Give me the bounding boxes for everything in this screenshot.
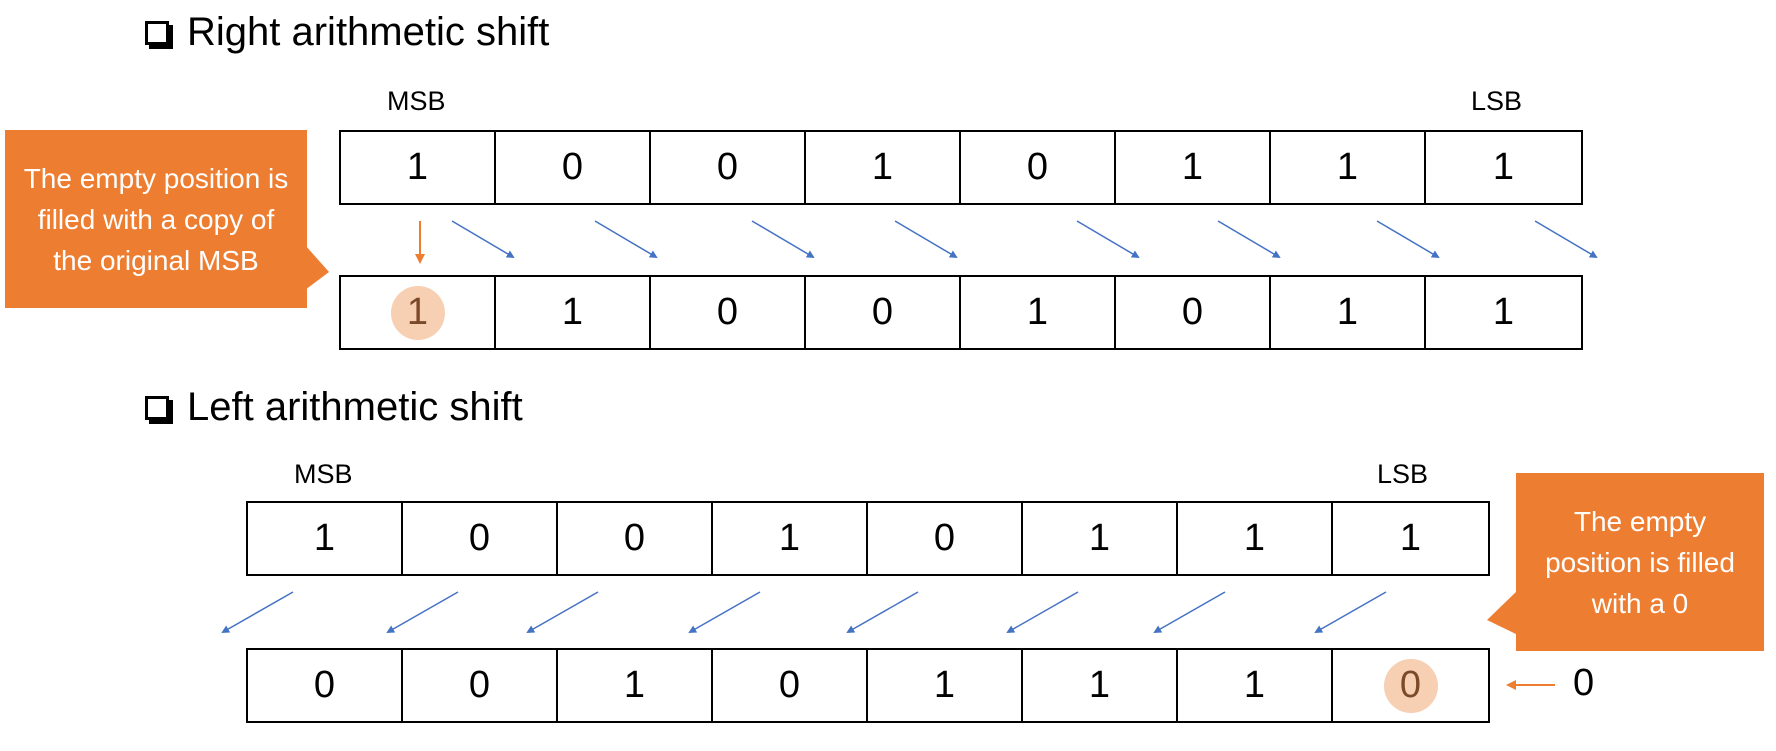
- bit-cell: 0: [403, 650, 558, 721]
- arrow-down-left-icon: [1006, 591, 1079, 633]
- bit-cell: 1: [1271, 277, 1426, 348]
- right-callout-pointer: [305, 245, 329, 290]
- bit-cell: 1: [341, 132, 496, 203]
- bit-cell: 1: [1116, 132, 1271, 203]
- bit-cell: 1: [558, 650, 713, 721]
- bit-cell: 1: [1492, 146, 1515, 188]
- bit-cell: 1: [1023, 650, 1178, 721]
- bit-cell: 0: [868, 503, 1023, 574]
- left-shift-fill-value: 0: [1573, 662, 1595, 704]
- left-shift-title-text: Left arithmetic shift: [187, 385, 523, 429]
- bit-cell: 1: [1178, 650, 1333, 721]
- bit-cell: 1: [1271, 132, 1426, 203]
- bit-cell: 1: [868, 650, 1023, 721]
- bit-cell: 1: [1023, 503, 1178, 574]
- right-original-register: 1 0 0 1 0 1 1 1: [339, 130, 1583, 205]
- left-lsb-label: LSB: [1377, 459, 1429, 489]
- right-shift-title-text: Right arithmetic shift: [187, 10, 550, 54]
- bit-cell-highlighted: 1: [341, 277, 496, 348]
- bit-cell: 1: [713, 503, 868, 574]
- bit-cell: 1: [496, 277, 651, 348]
- arrow-down-right-icon: [751, 220, 815, 259]
- bit-cell: 1: [961, 277, 1116, 348]
- bit-cell: 1: [1399, 517, 1422, 559]
- right-result-register: 1 1 0 0 1 0 1 1: [339, 275, 1583, 350]
- arrow-down-right-icon: [1376, 220, 1440, 259]
- right-shift-callout: The empty position is filled with a copy…: [5, 130, 307, 308]
- bit-cell: 1: [1178, 503, 1333, 574]
- bit-cell: 1: [806, 132, 961, 203]
- left-shift-callout-text: The empty position is filled with a 0: [1545, 505, 1735, 619]
- left-msb-label: MSB: [294, 459, 353, 489]
- left-original-register: 1 0 0 1 0 1 1 1: [246, 501, 1490, 576]
- bit-cell: 0: [961, 132, 1116, 203]
- arrow-down-left-icon: [688, 591, 761, 633]
- checkbox-icon: [145, 20, 173, 49]
- bit-cell: 0: [651, 132, 806, 203]
- bit-cell-highlighted: 0: [1333, 650, 1488, 721]
- arrow-down-left-icon: [386, 591, 459, 633]
- right-shift-title: Right arithmetic shift: [145, 10, 549, 55]
- bit-cell: 0: [403, 503, 558, 574]
- highlight-circle: [390, 285, 445, 340]
- bit-cell: 0: [1116, 277, 1271, 348]
- arrow-down-right-icon: [1217, 220, 1281, 259]
- arrow-down-right-icon: [894, 220, 958, 259]
- arrow-down-left-icon: [1153, 591, 1226, 633]
- right-msb-label: MSB: [387, 86, 446, 116]
- arrow-down-left-icon: [526, 591, 599, 633]
- left-result-register: 0 0 1 0 1 1 1 0: [246, 648, 1490, 723]
- arrow-down-left-icon: [1314, 591, 1387, 633]
- right-shift-callout-text: The empty position is filled with a copy…: [23, 162, 289, 276]
- bit-cell: 0: [248, 650, 403, 721]
- bit-cell: 0: [496, 132, 651, 203]
- arrow-down-left-icon: [846, 591, 919, 633]
- bit-cell: 0: [806, 277, 961, 348]
- bit-cell: 0: [651, 277, 806, 348]
- bit-cell: 0: [713, 650, 868, 721]
- arrow-down-right-icon: [594, 220, 658, 259]
- arrow-down-right-icon: [1076, 220, 1140, 259]
- left-callout-pointer: [1487, 590, 1518, 635]
- arrow-down-right-icon: [451, 220, 515, 259]
- highlight-circle: [1383, 658, 1438, 713]
- checkbox-icon: [145, 395, 173, 424]
- left-shift-title: Left arithmetic shift: [145, 385, 523, 430]
- right-lsb-label: LSB: [1471, 86, 1523, 116]
- left-shift-callout: The empty position is filled with a 0: [1516, 473, 1764, 651]
- arrow-down-left-icon: [221, 591, 294, 633]
- arrow-down-right-icon: [1534, 220, 1598, 259]
- bit-cell: 0: [558, 503, 713, 574]
- bit-cell: 1: [1492, 291, 1515, 333]
- bit-cell: 1: [248, 503, 403, 574]
